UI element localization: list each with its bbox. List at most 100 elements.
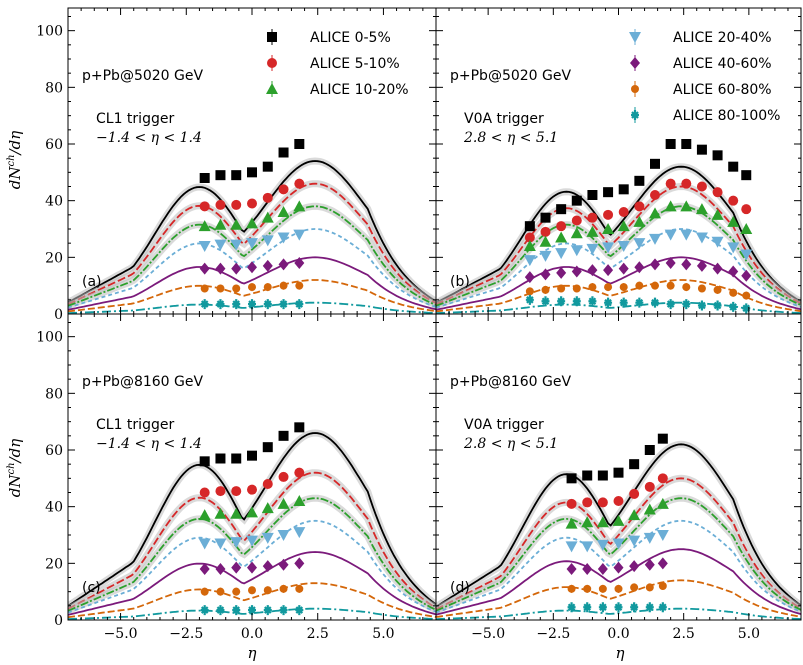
data-point — [650, 190, 660, 200]
data-point — [618, 262, 629, 275]
series-5 — [567, 582, 667, 593]
data-point — [727, 242, 740, 254]
data-point — [634, 261, 645, 274]
data-point — [644, 558, 655, 571]
data-point — [582, 563, 593, 575]
data-point — [230, 507, 243, 519]
data-point — [556, 221, 567, 232]
data-point — [557, 296, 566, 307]
data-point — [728, 195, 739, 206]
plot-area — [436, 139, 801, 314]
data-point — [664, 200, 677, 212]
data-point — [618, 207, 629, 217]
series-2 — [565, 497, 669, 529]
data-point — [566, 498, 577, 509]
y-tick-label: 20 — [45, 250, 63, 266]
data-point — [582, 497, 593, 508]
data-point — [279, 299, 288, 310]
data-point — [682, 283, 691, 292]
model-curve-2 — [68, 497, 436, 612]
data-point — [214, 507, 227, 519]
y-tick-label: 60 — [45, 137, 63, 153]
data-point — [742, 303, 751, 314]
data-point — [263, 586, 272, 595]
data-point — [198, 220, 211, 232]
data-point — [612, 538, 625, 550]
data-point — [680, 229, 693, 241]
data-point — [279, 281, 288, 290]
x-tick-label: 5.0 — [738, 626, 760, 642]
data-point — [262, 479, 273, 489]
model-curve-1 — [68, 471, 436, 610]
legend-marker — [267, 32, 277, 42]
data-point — [523, 240, 536, 251]
data-point — [588, 283, 597, 292]
data-point — [696, 144, 707, 155]
data-point — [262, 192, 273, 203]
data-point — [200, 284, 209, 293]
data-point — [262, 259, 273, 272]
system-label: p+Pb@8160 GeV — [82, 374, 203, 390]
data-point — [612, 514, 625, 526]
data-point — [278, 258, 289, 271]
data-point — [711, 208, 724, 220]
data-point — [645, 583, 654, 592]
system-label: p+Pb@5020 GeV — [82, 68, 203, 84]
y-tick-label: 100 — [36, 330, 63, 346]
data-point — [232, 284, 241, 293]
trigger-label: CL1 trigger — [96, 417, 174, 433]
series-6 — [525, 294, 751, 314]
series-0 — [199, 139, 305, 183]
data-point — [294, 467, 305, 478]
legend-label: ALICE 20-40% — [673, 30, 772, 46]
data-point — [597, 470, 608, 481]
data-point — [295, 584, 304, 593]
series-1 — [566, 473, 668, 509]
plot-area — [68, 422, 436, 620]
data-point — [629, 560, 640, 573]
data-point — [619, 283, 628, 292]
data-point — [278, 430, 289, 441]
data-point — [582, 470, 593, 481]
data-point — [581, 541, 594, 553]
data-point — [657, 473, 668, 484]
data-point — [711, 236, 724, 248]
data-point — [681, 139, 692, 149]
data-point — [614, 602, 623, 613]
data-point — [571, 195, 582, 206]
data-point — [539, 250, 552, 262]
data-point — [539, 235, 552, 247]
data-point — [232, 605, 241, 616]
data-point — [248, 283, 256, 292]
data-point — [216, 587, 225, 596]
data-point — [742, 291, 751, 300]
data-point — [216, 284, 225, 293]
series-5 — [525, 281, 751, 300]
data-point — [633, 215, 646, 227]
data-point — [277, 497, 290, 509]
model-curve-6 — [68, 301, 436, 314]
system-label: p+Pb@8160 GeV — [450, 374, 571, 390]
data-point — [540, 226, 551, 237]
series-1 — [199, 178, 305, 212]
data-point — [279, 584, 288, 593]
data-point — [571, 265, 582, 278]
data-point — [649, 207, 661, 219]
legend-marker — [267, 58, 277, 68]
series-2 — [198, 200, 306, 232]
data-point — [713, 300, 722, 311]
data-point — [293, 527, 306, 539]
series-3 — [523, 229, 753, 267]
data-point — [277, 232, 290, 244]
series-2 — [523, 200, 753, 251]
data-point — [200, 605, 209, 616]
data-point — [262, 560, 273, 573]
data-point — [215, 199, 226, 210]
data-point — [656, 530, 669, 541]
panel-3: −5.0 −2.5 0.0 2.5 5.0 p+Pb@8160 GeV V0A trigge… — [435, 313, 802, 642]
y-tick-label: 80 — [45, 386, 63, 402]
x-tick-label: −5.0 — [471, 626, 505, 642]
model-curve-4 — [68, 256, 436, 311]
legend-entry: ALICE 60-80% — [631, 81, 772, 98]
data-point — [231, 561, 242, 574]
